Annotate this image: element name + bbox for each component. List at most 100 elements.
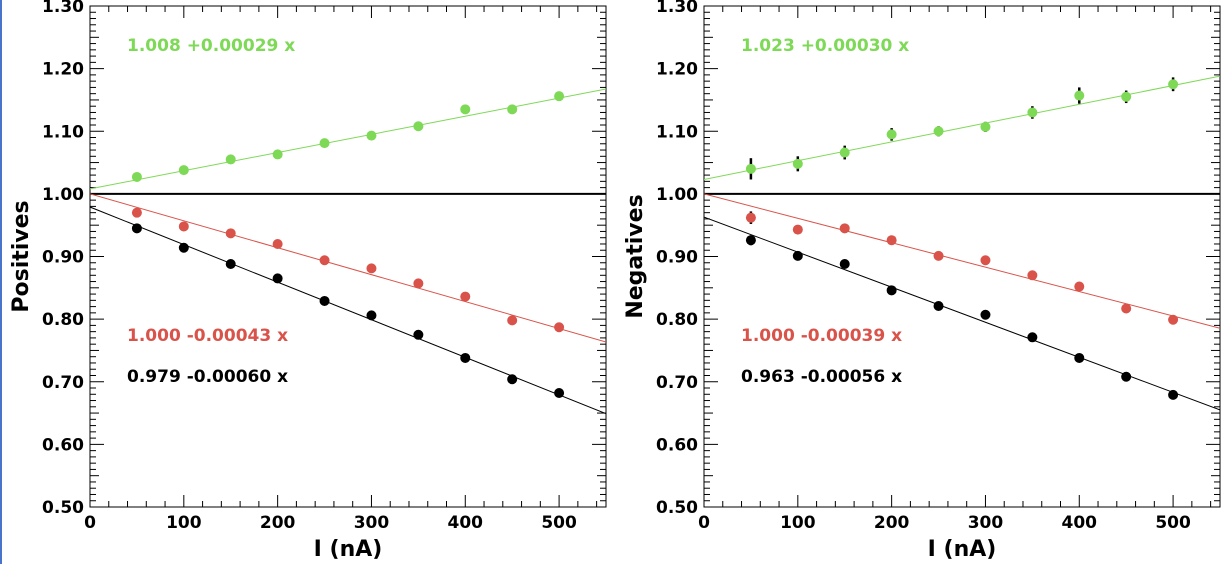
data-point <box>1168 79 1179 90</box>
plot-frame <box>89 5 607 508</box>
fit-equation-label: 0.979 -0.00060 x <box>127 367 288 387</box>
data-point <box>886 129 897 140</box>
data-point <box>460 352 471 363</box>
series-group <box>90 193 606 343</box>
data-point <box>745 212 756 223</box>
data-point <box>792 224 803 235</box>
data-point <box>319 255 330 266</box>
x-tick-label: 400 <box>448 513 484 533</box>
data-point <box>413 121 424 132</box>
fit-equation-label: 1.008 +0.00029 x <box>127 36 295 56</box>
x-tick-label: 500 <box>541 513 577 533</box>
data-point <box>366 130 377 141</box>
data-point <box>225 228 236 239</box>
y-tick-label: 0.90 <box>656 248 698 268</box>
y-tick-label: 1.30 <box>42 0 84 17</box>
x-axis-title: I (nA) <box>314 537 383 562</box>
data-point <box>131 171 142 182</box>
y-tick-label: 0.60 <box>42 435 84 455</box>
y-tick-label: 1.30 <box>656 0 698 17</box>
data-point <box>554 91 565 102</box>
data-point <box>980 309 991 320</box>
data-point <box>1074 90 1085 101</box>
data-point <box>413 278 424 289</box>
y-tick-label: 0.80 <box>42 310 84 330</box>
data-point <box>839 223 850 234</box>
y-axis-title: Negatives <box>623 194 648 318</box>
data-point <box>886 235 897 246</box>
y-tick-label: 1.00 <box>42 185 84 205</box>
data-point <box>507 315 518 326</box>
data-point <box>1074 352 1085 363</box>
data-point <box>933 250 944 261</box>
data-point <box>554 388 565 399</box>
data-point <box>839 259 850 270</box>
series-group <box>90 88 606 190</box>
y-tick-label: 0.70 <box>42 373 84 393</box>
data-point <box>980 255 991 266</box>
data-point <box>131 207 142 218</box>
data-point <box>178 221 189 232</box>
y-tick-label: 1.20 <box>42 60 84 80</box>
data-point <box>1168 314 1179 325</box>
data-point <box>319 295 330 306</box>
data-point <box>1074 281 1085 292</box>
data-point <box>272 273 283 284</box>
data-point <box>1121 303 1132 314</box>
data-point <box>1027 270 1038 281</box>
y-tick-label: 1.00 <box>656 185 698 205</box>
x-axis-title: I (nA) <box>928 537 997 562</box>
series-group <box>704 216 1220 411</box>
fit-line <box>90 193 606 343</box>
data-point <box>366 310 377 321</box>
data-point <box>1168 389 1179 400</box>
data-point <box>272 149 283 160</box>
x-tick-label: 500 <box>1155 513 1191 533</box>
fit-line <box>704 216 1220 411</box>
y-tick-label: 1.10 <box>42 122 84 142</box>
data-point <box>507 104 518 115</box>
data-point <box>745 163 756 174</box>
fit-line <box>90 206 606 415</box>
fit-equation-label: 1.000 -0.00043 x <box>127 326 288 346</box>
fit-equation-label: 1.000 -0.00039 x <box>741 326 902 346</box>
data-point <box>178 242 189 253</box>
fit-equation-label: 1.023 +0.00030 x <box>741 36 909 56</box>
data-point <box>225 259 236 270</box>
y-tick-label: 0.60 <box>656 435 698 455</box>
data-point <box>792 250 803 261</box>
data-point <box>272 238 283 249</box>
x-tick-label: 300 <box>968 513 1004 533</box>
data-point <box>319 138 330 149</box>
data-point <box>980 121 991 132</box>
y-tick-label: 0.90 <box>42 248 84 268</box>
y-tick-label: 0.80 <box>656 310 698 330</box>
data-point <box>225 154 236 165</box>
plot-frame <box>703 5 1221 508</box>
data-point <box>1121 91 1132 102</box>
y-tick-label: 1.20 <box>656 60 698 80</box>
fit-line <box>704 193 1220 329</box>
data-point <box>1027 332 1038 343</box>
x-tick-label: 100 <box>780 513 816 533</box>
series-group <box>90 206 606 415</box>
data-point <box>792 158 803 169</box>
chart-panel-positives: 0 100 200 300 400 500 0.50 0.60 0.70 0.80 0.90 1.00… <box>9 0 607 562</box>
data-point <box>554 322 565 333</box>
y-tick-label: 0.50 <box>656 498 698 518</box>
data-point <box>1027 107 1038 118</box>
data-point <box>131 223 142 234</box>
x-tick-label: 200 <box>874 513 910 533</box>
data-point <box>460 291 471 302</box>
x-tick-label: 0 <box>698 513 710 533</box>
data-point <box>413 329 424 340</box>
data-point <box>178 165 189 176</box>
data-point <box>460 104 471 115</box>
window-left-border <box>0 0 2 564</box>
x-tick-label: 0 <box>84 513 96 533</box>
data-point <box>507 374 518 385</box>
y-tick-label: 0.70 <box>656 373 698 393</box>
x-tick-label: 300 <box>354 513 390 533</box>
data-point <box>745 235 756 246</box>
